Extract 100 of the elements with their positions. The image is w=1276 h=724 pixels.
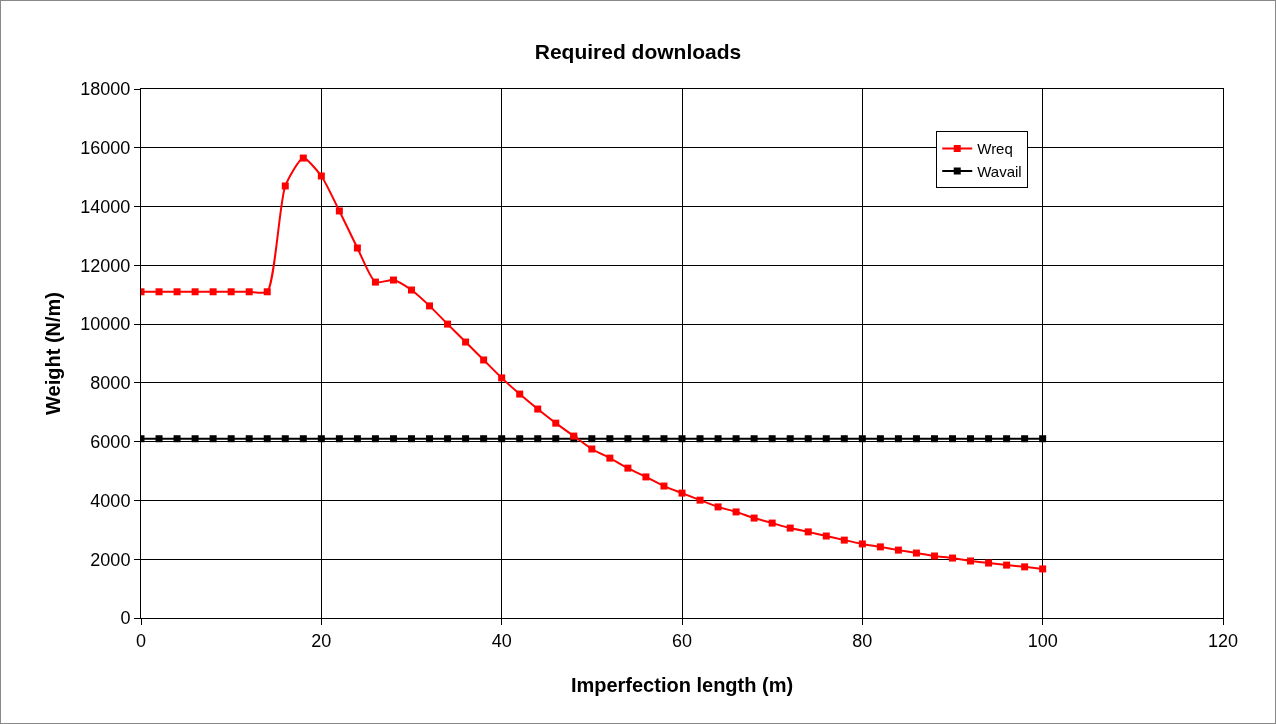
point	[822, 532, 830, 540]
point	[498, 374, 506, 382]
point	[263, 435, 271, 443]
point	[678, 435, 686, 443]
point	[1039, 435, 1047, 443]
point	[552, 419, 560, 427]
point	[804, 435, 812, 443]
point	[624, 464, 632, 472]
point	[894, 435, 902, 443]
point	[426, 302, 434, 310]
point	[930, 552, 938, 560]
y-tick-label: 10000	[80, 314, 131, 335]
point	[480, 435, 488, 443]
point	[245, 288, 253, 296]
point	[444, 320, 452, 328]
y-tick-label: 2000	[90, 549, 131, 570]
point	[768, 435, 776, 443]
point	[1039, 565, 1047, 573]
point	[444, 435, 452, 443]
point	[371, 278, 379, 286]
x-axis-title: Imperfection length (m)	[570, 674, 794, 697]
y-tick-label: 14000	[80, 196, 131, 217]
point	[299, 435, 307, 443]
point	[462, 338, 470, 346]
point	[1003, 435, 1011, 443]
point	[949, 554, 956, 562]
y-axis-title: Weight (N/m)	[41, 292, 64, 415]
point	[353, 244, 361, 252]
point	[768, 519, 776, 527]
point	[786, 524, 794, 532]
chart-title: Required downloads	[534, 40, 742, 64]
point	[1021, 435, 1029, 443]
point	[912, 435, 920, 443]
point	[191, 435, 199, 443]
point	[263, 288, 271, 296]
point	[1003, 561, 1011, 569]
point	[678, 489, 686, 497]
point	[588, 435, 596, 443]
point	[281, 182, 289, 190]
point	[696, 496, 704, 504]
point	[732, 435, 740, 443]
point	[930, 435, 938, 443]
point	[696, 435, 704, 443]
point	[624, 435, 632, 443]
y-tick-label: 8000	[90, 373, 131, 394]
y-tick-label: 6000	[90, 431, 131, 452]
point	[606, 435, 614, 443]
point	[732, 508, 740, 516]
legend-label: Wavail	[977, 162, 1022, 180]
point	[750, 514, 758, 522]
x-tick-label: 20	[311, 630, 332, 651]
point	[876, 543, 884, 551]
point	[516, 435, 524, 443]
point	[155, 435, 163, 443]
point	[209, 288, 217, 296]
point	[967, 435, 975, 443]
y-tick-label: 12000	[80, 255, 131, 276]
point	[155, 288, 163, 296]
point	[985, 435, 993, 443]
point	[750, 435, 758, 443]
point	[534, 405, 542, 413]
y-tick-label: 16000	[80, 138, 131, 159]
point	[714, 503, 722, 511]
point	[408, 435, 415, 443]
point	[588, 445, 596, 453]
point	[660, 435, 668, 443]
point	[660, 482, 668, 490]
point	[642, 473, 650, 481]
point	[335, 435, 343, 443]
point	[173, 288, 181, 296]
point	[191, 288, 199, 296]
x-tick-label: 80	[852, 630, 873, 651]
point	[985, 559, 993, 567]
legend-label: Wreq	[977, 140, 1013, 158]
point	[227, 288, 235, 296]
point	[408, 286, 415, 294]
point	[245, 435, 253, 443]
x-tick-label: 0	[135, 630, 147, 651]
point	[714, 435, 722, 443]
x-tick-label: 40	[491, 630, 512, 651]
y-tick-label: 4000	[90, 490, 131, 511]
point	[858, 435, 866, 443]
point	[822, 435, 830, 443]
point	[426, 435, 434, 443]
x-tick-label: 120	[1207, 630, 1239, 651]
point	[353, 435, 361, 443]
point	[552, 435, 560, 443]
point	[317, 435, 325, 443]
point	[389, 276, 397, 284]
point	[786, 435, 794, 443]
point	[840, 536, 848, 544]
point	[281, 435, 289, 443]
y-tick-label: 18000	[80, 79, 131, 100]
point	[299, 154, 307, 162]
point	[462, 435, 470, 443]
point	[498, 435, 506, 443]
y-tick-label: 0	[120, 608, 131, 629]
point	[876, 435, 884, 443]
point	[840, 435, 848, 443]
point	[912, 549, 920, 557]
